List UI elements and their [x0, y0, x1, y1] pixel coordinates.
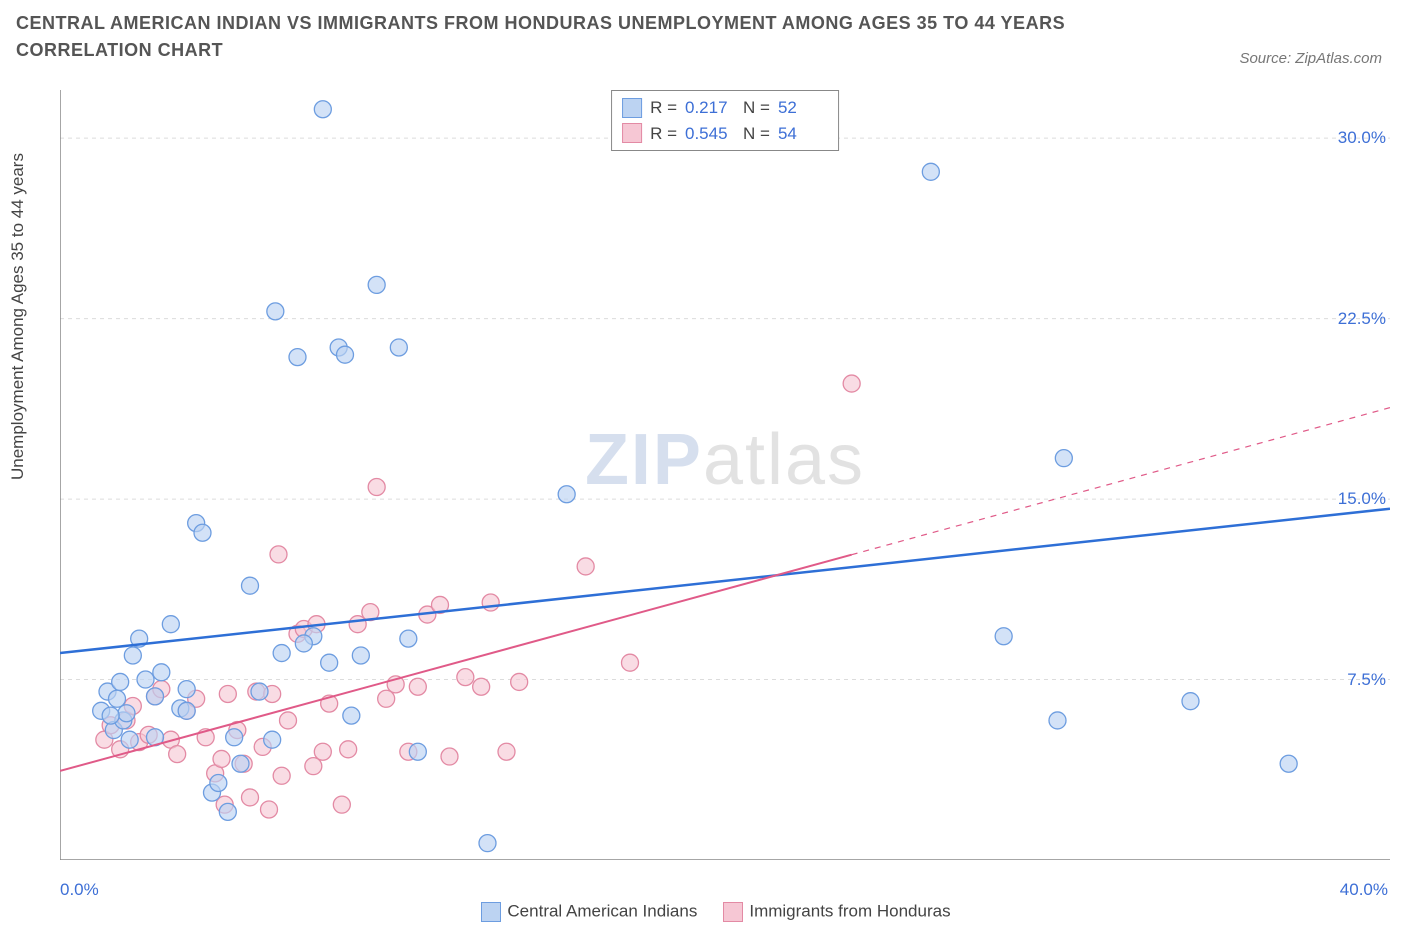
- chart-title: CENTRAL AMERICAN INDIAN VS IMMIGRANTS FR…: [16, 10, 1116, 64]
- stats-legend-row: R = 0.545 N = 54: [622, 121, 828, 147]
- n-label: N =: [743, 121, 770, 147]
- r-value: 0.545: [685, 121, 735, 147]
- source-label: Source: ZipAtlas.com: [1239, 50, 1382, 67]
- y-axis-label: Unemployment Among Ages 35 to 44 years: [8, 153, 28, 480]
- y-tick-label: 7.5%: [1326, 670, 1386, 690]
- legend-swatch: [622, 123, 642, 143]
- legend-swatch: [481, 902, 501, 922]
- n-value: 54: [778, 121, 828, 147]
- y-tick-label: 30.0%: [1326, 128, 1386, 148]
- x-tick-max: 40.0%: [1340, 880, 1388, 900]
- r-label: R =: [650, 95, 677, 121]
- y-tick-label: 22.5%: [1326, 309, 1386, 329]
- chart-svg: [60, 90, 1390, 860]
- y-tick-label: 15.0%: [1326, 489, 1386, 509]
- legend-swatch: [622, 98, 642, 118]
- n-label: N =: [743, 95, 770, 121]
- r-label: R =: [650, 121, 677, 147]
- chart-container: CENTRAL AMERICAN INDIAN VS IMMIGRANTS FR…: [0, 0, 1406, 930]
- r-value: 0.217: [685, 95, 735, 121]
- plot-area: ZIPatlas R =0.217N =52R =0.545N =54: [60, 90, 1390, 860]
- stats-legend-row: R = 0.217 N = 52: [622, 95, 828, 121]
- legend-label: Immigrants from Honduras: [749, 902, 950, 921]
- legend-label: Central American Indians: [507, 902, 697, 921]
- n-value: 52: [778, 95, 828, 121]
- stats-legend: R = 0.217 N = 52 R = 0.545 N = 54: [611, 90, 839, 151]
- x-tick-min: 0.0%: [60, 880, 99, 900]
- legend-swatch: [723, 902, 743, 922]
- series-legend: Central American Indians Immigrants from …: [0, 901, 1406, 922]
